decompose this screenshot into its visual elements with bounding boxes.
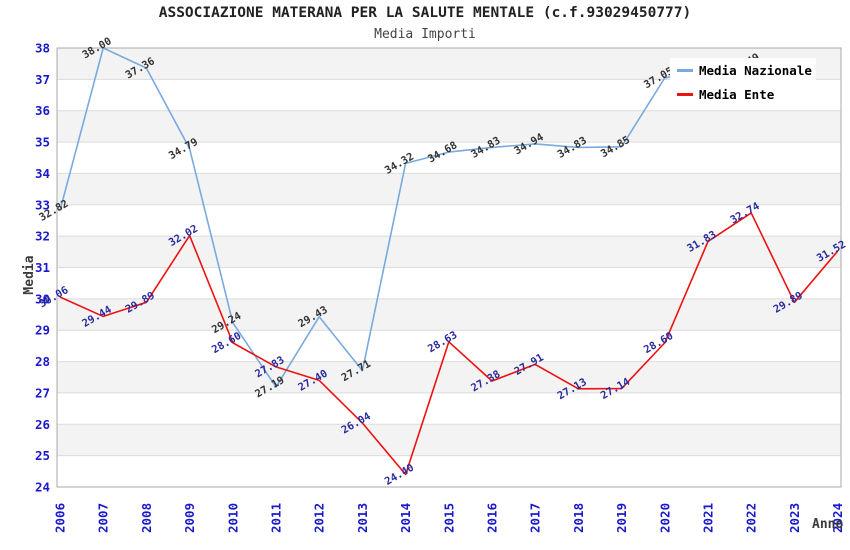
- svg-text:24.40: 24.40: [383, 462, 416, 488]
- legend-line-swatch-ente: [677, 93, 693, 96]
- legend-label: Media Nazionale: [699, 63, 812, 78]
- svg-text:2023: 2023: [787, 503, 802, 533]
- svg-text:34.32: 34.32: [383, 151, 416, 177]
- svg-text:28: 28: [35, 354, 50, 369]
- svg-text:2020: 2020: [657, 503, 672, 533]
- plot-border: [56, 47, 842, 488]
- svg-text:24: 24: [35, 480, 50, 495]
- x-axis-title: Anno: [812, 517, 843, 532]
- svg-text:36: 36: [35, 103, 50, 118]
- svg-text:2015: 2015: [441, 503, 456, 533]
- legend-line-swatch-nazionale: [677, 69, 693, 72]
- svg-text:2011: 2011: [269, 503, 284, 533]
- svg-text:33: 33: [35, 197, 50, 212]
- svg-text:2016: 2016: [485, 503, 500, 533]
- svg-text:34: 34: [35, 166, 50, 181]
- svg-text:2024: 2024: [830, 503, 845, 533]
- series-line-media-nazionale: [59, 47, 752, 388]
- legend: Media Nazionale Media Ente: [670, 58, 816, 107]
- svg-text:25: 25: [35, 448, 50, 463]
- chart-subtitle: Media Importi: [374, 27, 476, 42]
- svg-text:2019: 2019: [614, 503, 629, 533]
- svg-text:2008: 2008: [139, 503, 154, 533]
- svg-text:Media: Media: [22, 255, 37, 294]
- svg-text:29: 29: [35, 323, 50, 338]
- alt-bands: [57, 48, 841, 456]
- svg-text:28.63: 28.63: [426, 329, 459, 355]
- y-tick-labels: 24 25 26 27 28 29 30 31 32 33 34 35 36 37 38: [35, 41, 50, 495]
- svg-text:2014: 2014: [398, 503, 413, 533]
- svg-text:2021: 2021: [701, 503, 716, 533]
- svg-text:34.68: 34.68: [426, 139, 459, 165]
- svg-text:2018: 2018: [571, 503, 586, 533]
- svg-text:31: 31: [35, 260, 50, 275]
- svg-text:2007: 2007: [96, 503, 111, 533]
- svg-text:26: 26: [35, 417, 50, 432]
- svg-text:2006: 2006: [53, 503, 68, 533]
- svg-text:30: 30: [35, 291, 50, 306]
- svg-text:32: 32: [35, 229, 50, 244]
- svg-text:2022: 2022: [744, 503, 759, 533]
- svg-text:28.60: 28.60: [642, 330, 675, 356]
- legend-item-media-ente: Media Ente: [670, 85, 816, 105]
- svg-text:37: 37: [35, 72, 50, 87]
- x-tick-labels: 2006 2007 2008 2009 2010 2011 2012 2013 2014 2015…: [53, 503, 846, 533]
- svg-text:2009: 2009: [182, 503, 197, 533]
- legend-item-media-nazionale: Media Nazionale: [670, 61, 816, 81]
- chart-title: ASSOCIAZIONE MATERANA PER LA SALUTE MENT…: [158, 5, 692, 21]
- svg-text:2012: 2012: [312, 503, 327, 533]
- svg-text:38: 38: [35, 41, 50, 56]
- series-line-media-ente: [59, 212, 839, 476]
- y-axis-title: Media: [22, 255, 37, 294]
- svg-text:2017: 2017: [528, 503, 543, 533]
- legend-label: Media Ente: [699, 87, 775, 102]
- svg-text:Anno: Anno: [812, 517, 843, 532]
- svg-text:35: 35: [35, 135, 50, 150]
- svg-text:27: 27: [35, 385, 50, 400]
- svg-text:2010: 2010: [225, 503, 240, 533]
- svg-text:2013: 2013: [355, 503, 370, 533]
